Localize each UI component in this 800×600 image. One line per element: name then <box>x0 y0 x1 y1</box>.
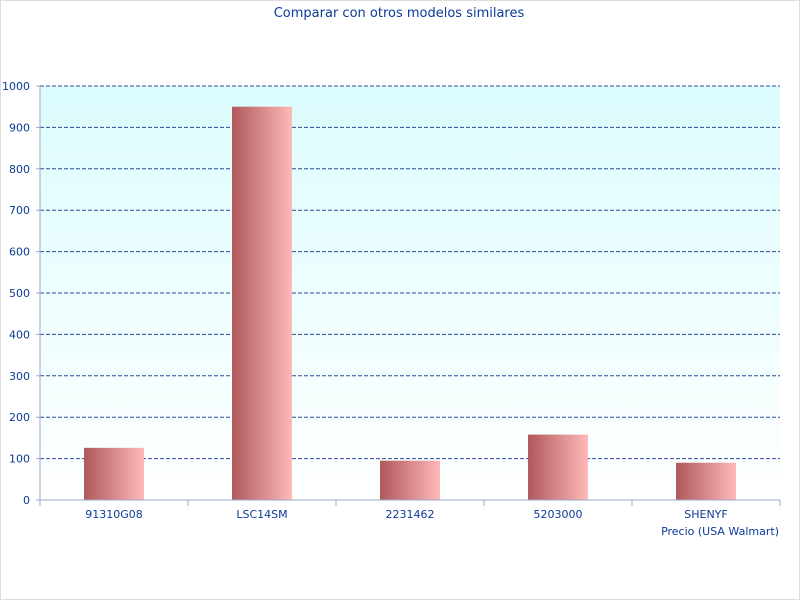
y-tick-label: 100 <box>9 453 30 466</box>
x-tick-label: 91310G08 <box>85 508 143 521</box>
x-tick-label: 5203000 <box>534 508 583 521</box>
x-axis-label: Precio (USA Walmart) <box>661 525 779 538</box>
y-tick-label: 400 <box>9 328 30 341</box>
y-tick-label: 700 <box>9 204 30 217</box>
x-tick-label: 2231462 <box>386 508 435 521</box>
bar-lsc14sm <box>232 106 292 500</box>
y-tick-label: 500 <box>9 287 30 300</box>
x-tick-label: SHENYF <box>684 508 727 521</box>
y-tick-label: 600 <box>9 246 30 259</box>
axes: 0 100 200 300 400 500 600 700 800 900 1000 91310G08… <box>2 80 781 521</box>
y-tick-label: 0 <box>23 494 30 507</box>
bar-5203000 <box>528 434 588 500</box>
bar-2231462 <box>380 460 440 500</box>
y-tick-label: 900 <box>9 121 30 134</box>
bar-shenyf <box>676 462 736 500</box>
gridlines <box>40 85 780 460</box>
chart-title: Comparar con otros modelos similares <box>274 6 525 21</box>
y-tick-label: 300 <box>9 370 30 383</box>
y-tick-label: 800 <box>9 163 30 176</box>
x-tick-label: LSC14SM <box>236 508 287 521</box>
y-tick-label: 1000 <box>2 80 30 93</box>
bar-91310g08 <box>84 447 144 500</box>
bars <box>84 106 736 500</box>
y-tick-label: 200 <box>9 411 30 424</box>
